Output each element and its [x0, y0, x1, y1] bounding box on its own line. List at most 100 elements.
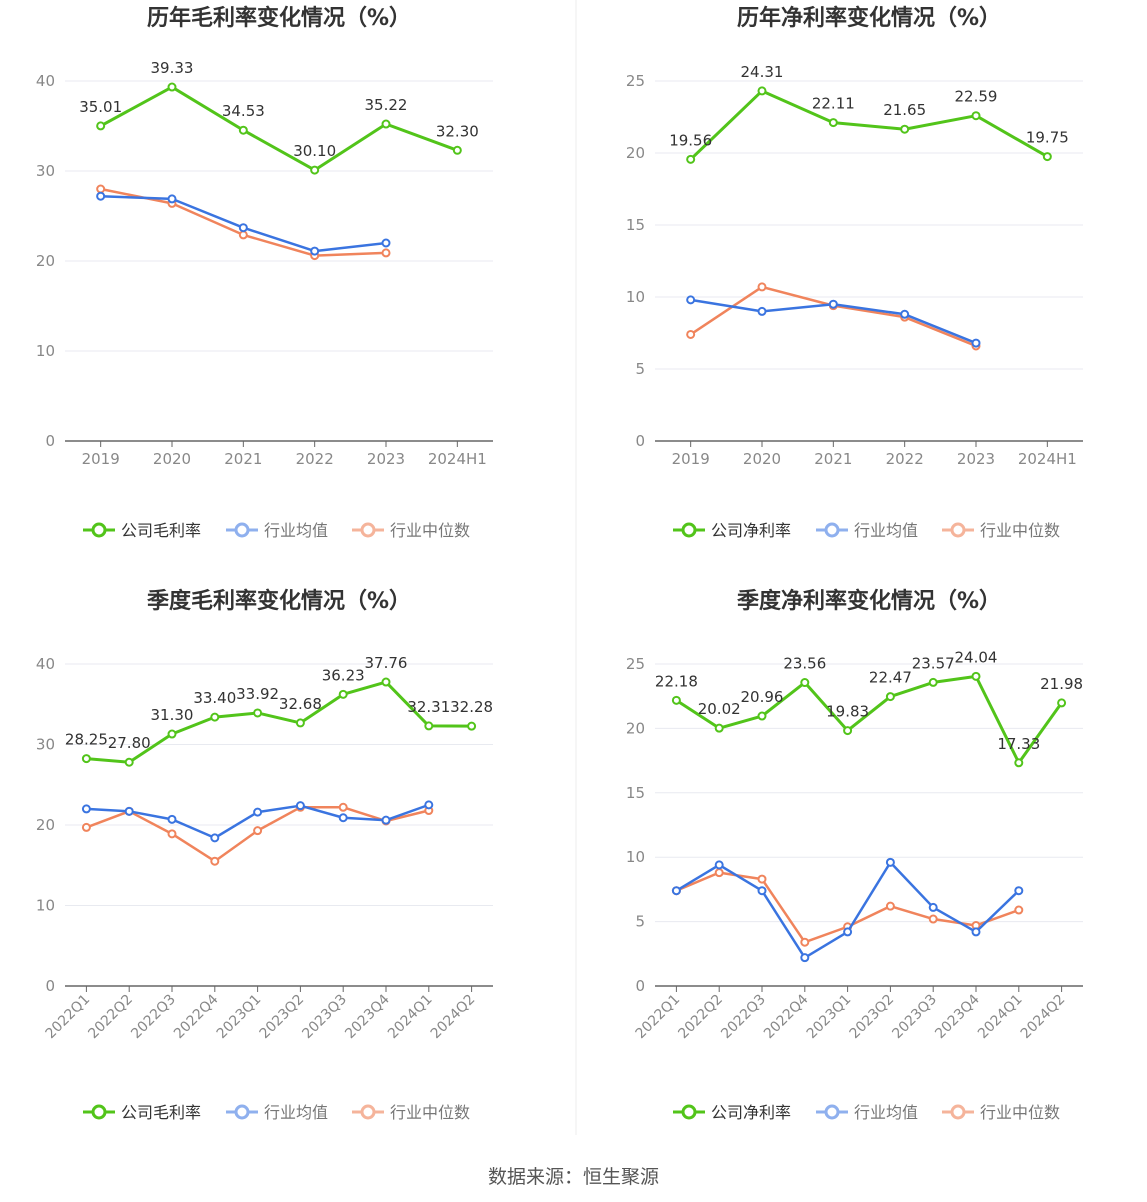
data-point [124, 806, 134, 816]
data-point [81, 804, 91, 814]
x-tick-label: 2024H1 [1018, 450, 1077, 468]
data-point [167, 814, 177, 824]
data-label: 34.53 [222, 102, 265, 120]
y-tick-label: 25 [626, 655, 645, 673]
data-label: 27.80 [108, 734, 151, 752]
legend-label: 行业均值 [264, 1103, 328, 1122]
data-point [971, 671, 981, 681]
legend-label: 公司净利率 [711, 1103, 791, 1122]
data-point [1014, 886, 1024, 896]
chart-panel-4: 季度净利率变化情况（%） 0 5 10 15 20 25 2022Q12022Q22022Q3… [626, 588, 1083, 1122]
data-point [885, 901, 895, 911]
data-point [885, 857, 895, 867]
data-point [757, 711, 767, 721]
chart-legend: 公司净利率 行业均值 行业中位数 [673, 521, 1060, 540]
legend-item: 行业中位数 [352, 521, 470, 540]
legend-swatch-marker [360, 522, 376, 538]
data-point [714, 723, 724, 733]
data-label: 35.22 [365, 96, 408, 114]
data-point [124, 757, 134, 767]
y-tick-label: 0 [635, 432, 645, 450]
legend-label: 行业中位数 [980, 1103, 1060, 1122]
legend-swatch-marker [360, 1104, 376, 1120]
x-tick-label: 2023Q2 [257, 992, 308, 1043]
data-point [843, 927, 853, 937]
data-point [757, 282, 767, 292]
data-point [1057, 698, 1067, 708]
data-label: 23.57 [912, 654, 955, 672]
y-tick-label: 15 [626, 784, 645, 802]
legend-item: 公司净利率 [673, 1103, 791, 1122]
data-label: 22.59 [955, 88, 998, 106]
data-point [843, 726, 853, 736]
legend-swatch-marker [681, 1104, 697, 1120]
data-label: 19.56 [669, 131, 712, 149]
legend-swatch-marker [824, 522, 840, 538]
data-point [338, 802, 348, 812]
legend-label: 行业均值 [854, 1103, 918, 1122]
data-point [167, 82, 177, 92]
data-point [381, 677, 391, 687]
data-point [800, 953, 810, 963]
data-label: 24.04 [955, 648, 998, 666]
x-tick-label: 2022Q2 [675, 992, 726, 1043]
x-tick-label: 2023 [367, 450, 405, 468]
source-note: 数据来源：恒生聚源 [487, 1166, 659, 1188]
series-line-2 [675, 861, 1020, 959]
data-point [96, 184, 106, 194]
y-tick-label: 20 [626, 144, 645, 162]
legend-item: 公司毛利率 [83, 521, 201, 540]
data-label: 21.98 [1040, 675, 1083, 693]
y-tick-label: 30 [36, 736, 55, 754]
x-tick-label: 2022Q3 [128, 992, 179, 1043]
data-point [338, 689, 348, 699]
x-tick-label: 2022 [296, 450, 334, 468]
data-point [900, 124, 910, 134]
data-label: 32.28 [450, 698, 493, 716]
legend-swatch-marker [91, 522, 107, 538]
series-line-1 [675, 674, 1063, 765]
data-point [757, 306, 767, 316]
legend-swatch-marker [681, 522, 697, 538]
x-tick-label: 2021 [814, 450, 852, 468]
series-line-1 [689, 89, 1049, 161]
x-tick-label: 2022Q4 [761, 991, 812, 1042]
data-label: 22.11 [812, 95, 855, 113]
legend-item: 行业中位数 [942, 521, 1060, 540]
y-tick-label: 10 [626, 288, 645, 306]
data-point [714, 860, 724, 870]
data-label: 20.96 [741, 688, 784, 706]
data-point [253, 826, 263, 836]
chart-legend: 公司毛利率 行业均值 行业中位数 [83, 521, 470, 540]
x-tick-label: 2020 [743, 450, 781, 468]
y-tick-label: 25 [626, 72, 645, 90]
data-point [757, 86, 767, 96]
data-point [686, 154, 696, 164]
data-point [96, 191, 106, 201]
data-label: 32.68 [279, 695, 322, 713]
data-point [238, 230, 248, 240]
x-tick-label: 2022Q3 [718, 992, 769, 1043]
chart-title: 季度毛利率变化情况（%） [147, 588, 411, 614]
legend-label: 公司毛利率 [121, 521, 201, 540]
legend-label: 行业中位数 [980, 521, 1060, 540]
legend-swatch-marker [234, 1104, 250, 1120]
data-point [800, 937, 810, 947]
data-label: 37.76 [365, 654, 408, 672]
x-tick-label: 2021 [224, 450, 262, 468]
chart-panel-2: 历年净利率变化情况（%） 0 5 10 15 20 25 2019 2020 2021 2022 20… [626, 5, 1083, 540]
data-label: 35.01 [79, 98, 122, 116]
data-point [253, 708, 263, 718]
x-tick-label: 2023Q3 [299, 992, 350, 1043]
chart-panel-1: 历年毛利率变化情况（%） 0 10 20 30 40 2019 2020 2021 2022 202… [36, 5, 493, 540]
chart-title: 历年毛利率变化情况（%） [147, 5, 411, 31]
legend-swatch-marker [950, 522, 966, 538]
data-point [81, 822, 91, 832]
y-tick-label: 30 [36, 162, 55, 180]
legend-swatch-marker [91, 1104, 107, 1120]
data-point [757, 886, 767, 896]
data-point [295, 718, 305, 728]
data-point [167, 729, 177, 739]
data-point [452, 145, 462, 155]
